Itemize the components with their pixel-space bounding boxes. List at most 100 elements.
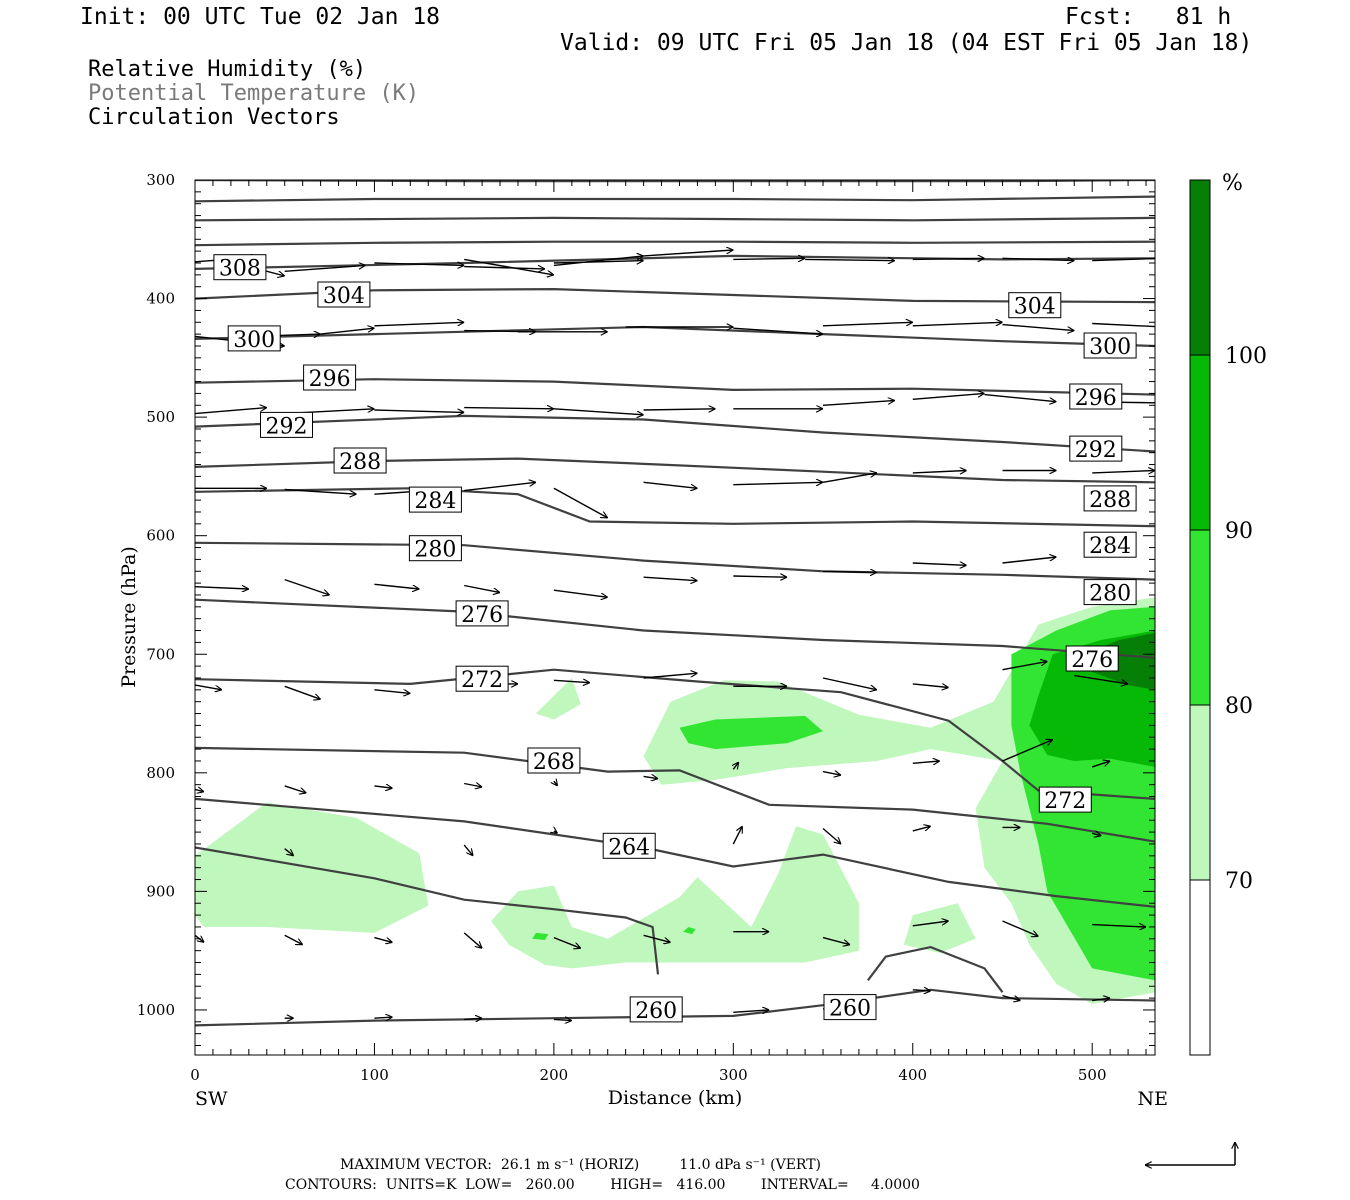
vector-60 xyxy=(374,689,410,694)
theta-label-text: 308 xyxy=(219,257,261,282)
vector-50 xyxy=(374,583,419,589)
y-tick-label: 600 xyxy=(146,527,175,545)
theta-label-9: 288 xyxy=(333,447,387,475)
vector-96 xyxy=(822,936,850,945)
x-tick-labels: 0 100 200 300 400 500 xyxy=(190,1066,1106,1084)
theta-label-text: 272 xyxy=(1044,789,1086,814)
theta-contour-18 xyxy=(867,945,1004,993)
vector-41 xyxy=(553,487,608,519)
theta-label-16: 276 xyxy=(1065,645,1119,673)
y-axis-title: Pressure (hPa) xyxy=(118,546,140,688)
x-tick-label: 0 xyxy=(190,1066,200,1084)
vector-90 xyxy=(284,934,303,946)
vector-98 xyxy=(1002,920,1039,936)
vector-82 xyxy=(554,831,558,833)
theta-label-box xyxy=(455,600,509,627)
theta-label-box xyxy=(1083,531,1137,558)
vector-58 xyxy=(195,684,222,690)
vector-108 xyxy=(1002,995,1021,1001)
vector-11 xyxy=(912,258,985,259)
theta-label-box xyxy=(1069,383,1123,410)
theta-label-text: 276 xyxy=(461,603,503,628)
theta-label-box xyxy=(303,364,357,391)
vector-3 xyxy=(374,263,464,265)
theta-label-box xyxy=(1083,579,1137,606)
vector-93 xyxy=(553,936,581,949)
theta-contour-17 xyxy=(195,988,1155,1027)
theta-label-17: 272 xyxy=(455,665,509,693)
theta-label-6: 296 xyxy=(1069,383,1123,411)
x-axis-title: Distance (km) xyxy=(608,1087,743,1109)
theta-label-13: 280 xyxy=(408,535,462,563)
vector-66 xyxy=(912,683,949,688)
colorbar-segment-0 xyxy=(1190,880,1210,1055)
theta-label-text: 292 xyxy=(1075,438,1117,463)
theta-label-text: 304 xyxy=(323,284,365,309)
colorbar-segment-3 xyxy=(1190,355,1210,530)
theta-label-1: 304 xyxy=(317,281,371,309)
vector-38 xyxy=(284,488,357,495)
vector-28 xyxy=(374,410,464,412)
vector-10 xyxy=(805,259,895,260)
x-tick-label: 200 xyxy=(540,1066,569,1084)
vector-94 xyxy=(643,934,671,942)
theta-label-text: 264 xyxy=(608,835,650,860)
vector-52 xyxy=(553,589,608,597)
vector-12 xyxy=(1002,258,1075,260)
theta-label-5: 296 xyxy=(303,364,357,392)
theta-label-15: 276 xyxy=(455,600,509,628)
y-tick-labels: 300 400 500 600 700 800 900 1000 xyxy=(137,171,175,1019)
theta-label-box xyxy=(213,254,267,281)
vector-21 xyxy=(733,327,823,334)
theta-label-box xyxy=(408,486,462,513)
vector-85 xyxy=(822,827,841,845)
theta-label-text: 272 xyxy=(461,668,503,693)
theta-contour-10 xyxy=(195,487,1155,528)
theta-label-21: 260 xyxy=(629,996,683,1024)
vector-71 xyxy=(374,786,392,788)
circulation-vectors xyxy=(195,250,1155,1021)
vector-105 xyxy=(733,1010,769,1012)
theta-label-text: 288 xyxy=(339,450,381,475)
vector-49 xyxy=(284,578,330,595)
rh-region-2 xyxy=(535,678,581,720)
y-tick-label: 700 xyxy=(146,645,175,663)
theta-label-10: 288 xyxy=(1083,485,1137,513)
theta-label-14: 280 xyxy=(1083,579,1137,607)
theta-contour-12 xyxy=(195,598,1155,659)
vector-55 xyxy=(822,571,877,572)
vector-57 xyxy=(1002,557,1057,564)
vector-62 xyxy=(553,680,590,682)
vector-43 xyxy=(733,482,823,484)
theta-label-box xyxy=(260,411,313,438)
vector-2 xyxy=(284,265,366,272)
theta-label-18: 272 xyxy=(1038,786,1092,814)
vector-53 xyxy=(643,576,698,581)
vector-91 xyxy=(374,936,392,943)
theta-label-11: 284 xyxy=(408,486,462,514)
vector-80 xyxy=(284,848,294,856)
vector-86 xyxy=(912,826,931,832)
theta-label-box xyxy=(455,665,509,692)
vector-69 xyxy=(195,789,204,791)
x-tick-label: 300 xyxy=(719,1066,748,1084)
theta-label-text: 280 xyxy=(1089,582,1131,607)
axis-ticks xyxy=(194,179,1155,1055)
vector-47 xyxy=(1092,471,1155,473)
rh-shading xyxy=(195,597,1155,1004)
legend-relative-humidity: Relative Humidity (%) xyxy=(88,57,367,82)
theta-contour-16 xyxy=(195,846,660,975)
vector-74 xyxy=(643,776,658,778)
theta-label-box xyxy=(602,832,656,859)
x-tick-label: 100 xyxy=(360,1066,389,1084)
vector-45 xyxy=(912,471,967,473)
theta-label-box xyxy=(227,325,281,352)
colorbar-segment-1 xyxy=(1190,705,1210,880)
theta-label-2: 304 xyxy=(1008,292,1062,320)
plot-frame xyxy=(194,179,1156,1056)
vector-5 xyxy=(464,258,554,275)
vector-65 xyxy=(822,677,877,690)
vector-13 xyxy=(1092,257,1155,262)
